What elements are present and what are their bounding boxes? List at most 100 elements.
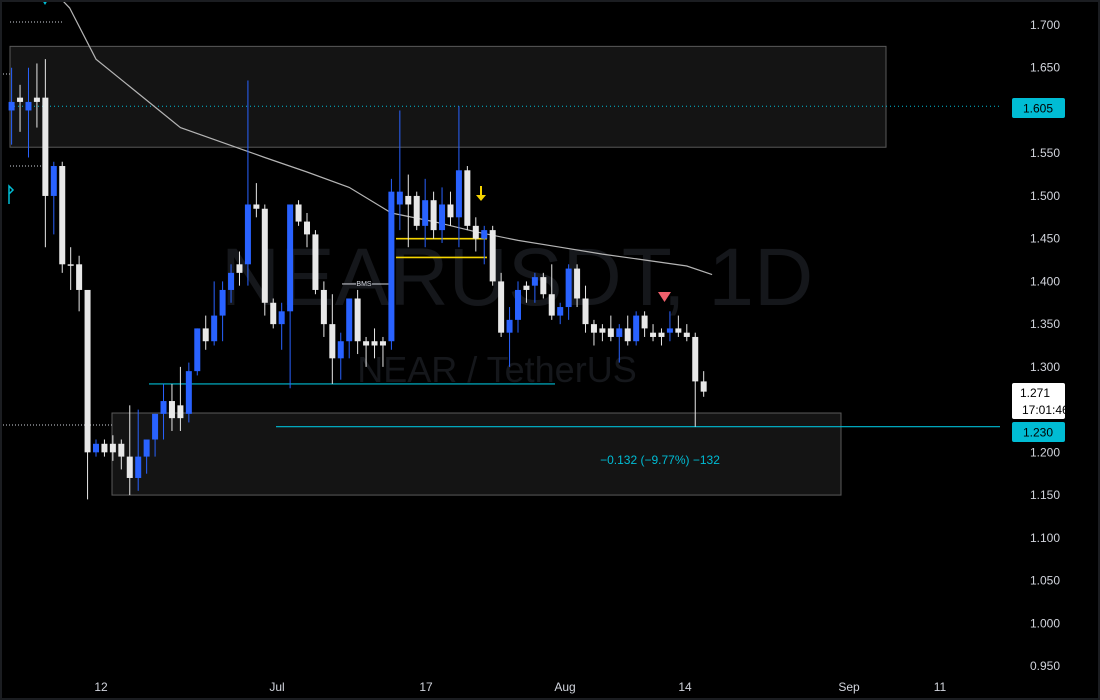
candle-body — [59, 166, 66, 265]
candles-layer — [8, 59, 707, 500]
candle-body — [616, 328, 623, 337]
candle-body — [33, 97, 40, 102]
moving-average-line — [61, 0, 713, 276]
candle-body — [295, 204, 302, 222]
candle-body — [548, 294, 555, 316]
candle-body — [700, 381, 707, 392]
candle-body — [472, 225, 479, 239]
candle-body — [396, 191, 403, 205]
cyan-left-marker — [8, 184, 15, 204]
candle-body — [413, 195, 420, 226]
candle-body — [455, 170, 462, 218]
candle-body — [346, 298, 353, 342]
candle-body — [405, 195, 412, 205]
time-tick-label: Jul — [269, 680, 284, 694]
candle-body — [515, 289, 521, 320]
candle-body — [388, 191, 395, 342]
candle-body — [202, 328, 209, 342]
candle-body — [67, 264, 74, 266]
time-axis[interactable]: 12 Jul 17 Aug 14 Sep 11 — [0, 670, 1000, 700]
candle-body — [211, 315, 218, 342]
candle-body — [337, 341, 344, 359]
candle-body — [489, 230, 496, 282]
candle-body — [354, 298, 361, 342]
candle-body — [261, 208, 268, 303]
supply-zone — [9, 45, 887, 148]
price-tick-label: 1.200 — [1030, 445, 1060, 459]
candle-body — [304, 221, 310, 235]
candle-body — [624, 328, 631, 342]
candle-body — [185, 371, 192, 414]
candle-body — [8, 101, 15, 111]
candle-body — [278, 311, 285, 325]
price-tick-label: 1.050 — [1030, 574, 1060, 588]
annotation-lines-layer — [0, 21, 1010, 428]
candle-body — [219, 289, 226, 316]
candle-body — [506, 319, 513, 333]
candle-body — [531, 277, 538, 286]
candle-body — [683, 332, 690, 337]
candle-body — [194, 328, 201, 372]
candle-body — [590, 324, 597, 333]
watermark-name: NEAR / TetherUS — [357, 349, 636, 390]
candle-body — [464, 170, 471, 226]
candle-body — [118, 443, 125, 457]
candle-body — [523, 285, 530, 290]
candle-body — [168, 401, 175, 419]
candle-body — [565, 268, 572, 308]
time-ticks: 12 Jul 17 Aug 14 Sep 11 — [94, 680, 946, 694]
moving-average-layer — [61, 0, 713, 276]
level-1230-label: 1.230 — [1012, 422, 1065, 442]
candle-body — [607, 328, 614, 337]
candle-body — [109, 443, 116, 453]
candle-body — [574, 268, 581, 299]
last-price-label: 1.271 17:01:46 — [1012, 383, 1069, 419]
zones-layer — [9, 45, 887, 496]
candle-body — [126, 456, 133, 478]
candle-body — [447, 204, 454, 218]
candle-body — [439, 204, 446, 231]
time-tick-label: 17 — [419, 680, 433, 694]
candle-body — [650, 332, 657, 337]
price-tick-label: 1.650 — [1030, 61, 1060, 75]
price-tick-label: 1.300 — [1030, 360, 1060, 374]
countdown-text: 17:01:46 — [1022, 403, 1069, 417]
candle-body — [379, 341, 386, 346]
time-tick-label: Aug — [554, 680, 575, 694]
candle-body — [658, 332, 665, 337]
price-tick-label: 0.950 — [1030, 659, 1060, 673]
price-tick-label: 1.550 — [1030, 146, 1060, 160]
time-tick-label: 12 — [94, 680, 108, 694]
candle-body — [312, 234, 319, 290]
candle-body — [135, 456, 142, 478]
demand-zone — [111, 412, 842, 496]
price-tick-label: 1.400 — [1030, 274, 1060, 288]
candle-body — [50, 166, 57, 196]
candle-body — [557, 307, 564, 316]
candle-body — [76, 264, 83, 290]
price-tick-label: 1.700 — [1030, 18, 1060, 32]
candle-body — [599, 328, 606, 333]
price-axis[interactable]: 1.7001.6501.6001.5501.5001.4501.4001.350… — [1000, 0, 1100, 673]
candle-body — [17, 97, 24, 102]
candle-body — [160, 401, 167, 414]
candle-body — [582, 298, 589, 325]
time-axis-background — [0, 670, 1000, 700]
measure-label: −0.132 (−9.77%) −132 — [600, 453, 720, 467]
red-triangle-marker — [658, 292, 671, 302]
time-tick-label: Sep — [838, 680, 860, 694]
price-tick-label: 1.500 — [1030, 189, 1060, 203]
level-1230-label-text: 1.230 — [1023, 426, 1053, 440]
candle-body — [422, 200, 429, 226]
time-tick-label: 11 — [934, 680, 947, 694]
candle-body — [363, 341, 370, 346]
candle-body — [244, 204, 251, 265]
candle-body — [101, 443, 108, 453]
last-price-label-bg — [1012, 383, 1065, 419]
last-price-text: 1.271 — [1020, 386, 1050, 400]
candle-body — [253, 204, 260, 209]
price-tick-label: 1.000 — [1030, 616, 1060, 630]
level-1605-label-bg — [1012, 98, 1065, 118]
candle-body — [641, 315, 648, 329]
